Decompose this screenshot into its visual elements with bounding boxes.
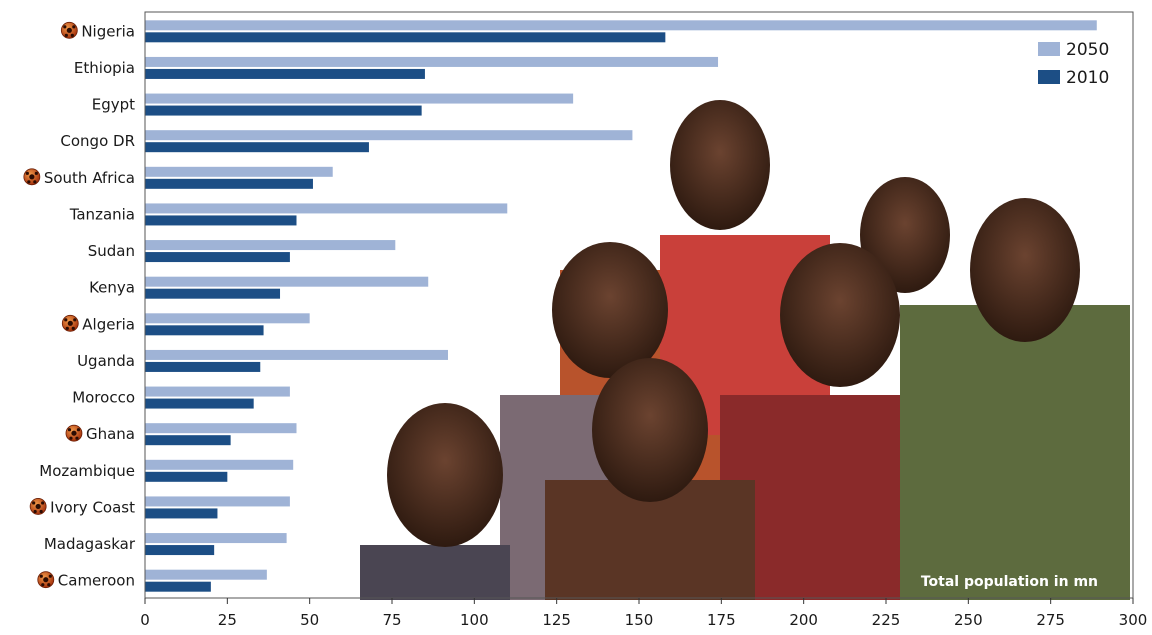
bar-2050-algeria — [145, 313, 310, 324]
x-tick-label: 50 — [300, 611, 319, 629]
bar-2010-algeria — [145, 325, 264, 336]
bar-2050-madagaskar — [145, 533, 287, 544]
bar-2050-egypt — [145, 93, 574, 104]
bar-2050-kenya — [145, 276, 429, 287]
category-label: Uganda — [77, 352, 135, 370]
bar-2010-nigeria — [145, 32, 666, 43]
category-label: Madagaskar — [44, 535, 136, 553]
x-tick-label: 100 — [460, 611, 489, 629]
x-tick-label: 200 — [789, 611, 818, 629]
x-tick-label: 225 — [872, 611, 901, 629]
bar-2010-madagaskar — [145, 545, 215, 556]
bar-2010-ghana — [145, 435, 231, 446]
bar-2050-morocco — [145, 386, 290, 397]
bar-2010-ethiopia — [145, 68, 425, 79]
category-label: Congo DR — [60, 132, 135, 150]
x-tick-label: 25 — [218, 611, 237, 629]
x-tick-label: 125 — [542, 611, 571, 629]
bar-2010-ivory-coast — [145, 508, 218, 519]
football-icon — [61, 314, 79, 332]
bar-2010-cameroon — [145, 581, 211, 592]
x-tick-label: 275 — [1036, 611, 1065, 629]
x-tick-label: 175 — [707, 611, 736, 629]
bar-2010-tanzania — [145, 215, 297, 226]
annotation-label: Total population in mn — [921, 574, 1098, 590]
x-axis: 0 25 50 75 100 125 150 175 200 225 250 275 300 — [140, 11, 1148, 629]
bar-2050-congo-dr — [145, 130, 633, 141]
bar-2010-uganda — [145, 361, 261, 372]
category-label: Morocco — [72, 389, 135, 407]
x-tick-label: 150 — [625, 611, 654, 629]
category-labels: Nigeria Ethiopia Egypt Congo DR South Africa… — [23, 21, 136, 590]
bar-2050-ivory-coast — [145, 496, 290, 507]
bar-2050-tanzania — [145, 203, 508, 214]
legend-swatch-2010 — [1038, 70, 1060, 84]
photo-of-children — [360, 100, 1130, 600]
bar-2010-mozambique — [145, 471, 228, 482]
x-tick-label: 250 — [954, 611, 983, 629]
bar-2050-nigeria — [145, 20, 1097, 31]
legend-label-2050: 2050 — [1066, 40, 1109, 60]
category-label: Sudan — [88, 242, 135, 260]
bar-2050-sudan — [145, 240, 396, 251]
category-label: Nigeria — [81, 22, 135, 40]
football-icon — [37, 571, 55, 589]
category-label: Egypt — [92, 96, 135, 114]
football-icon — [60, 21, 78, 39]
bar-2010-sudan — [145, 252, 290, 263]
x-tick-label: 75 — [382, 611, 401, 629]
football-icon — [29, 498, 47, 515]
bar-2050-cameroon — [145, 569, 267, 580]
category-label: Mozambique — [39, 462, 135, 480]
legend: 2050 2010 — [1038, 40, 1109, 88]
bar-2010-egypt — [145, 105, 422, 116]
bar-2010-south-africa — [145, 178, 313, 189]
bar-2050-uganda — [145, 349, 448, 360]
bar-2050-ghana — [145, 423, 297, 434]
bars-group — [145, 20, 1097, 592]
legend-label-2010: 2010 — [1066, 68, 1109, 88]
bar-2010-morocco — [145, 398, 254, 409]
category-label: Kenya — [89, 279, 135, 297]
bar-2050-ethiopia — [145, 56, 719, 67]
x-tick-label: 300 — [1119, 611, 1148, 629]
bar-2010-congo-dr — [145, 142, 369, 153]
category-label: Ethiopia — [74, 59, 135, 77]
category-label: Ghana — [86, 425, 135, 443]
legend-swatch-2050 — [1038, 42, 1060, 56]
x-tick-label: 0 — [140, 611, 150, 629]
football-icon — [23, 168, 41, 186]
category-label: South Africa — [44, 169, 135, 187]
bar-2050-south-africa — [145, 166, 333, 177]
category-label: Tanzania — [69, 205, 135, 223]
football-icon — [65, 424, 83, 442]
category-label: Ivory Coast — [50, 498, 135, 516]
bar-2050-mozambique — [145, 459, 294, 470]
category-label: Algeria — [82, 315, 135, 333]
category-label: Cameroon — [58, 572, 135, 590]
bar-2010-kenya — [145, 288, 281, 299]
